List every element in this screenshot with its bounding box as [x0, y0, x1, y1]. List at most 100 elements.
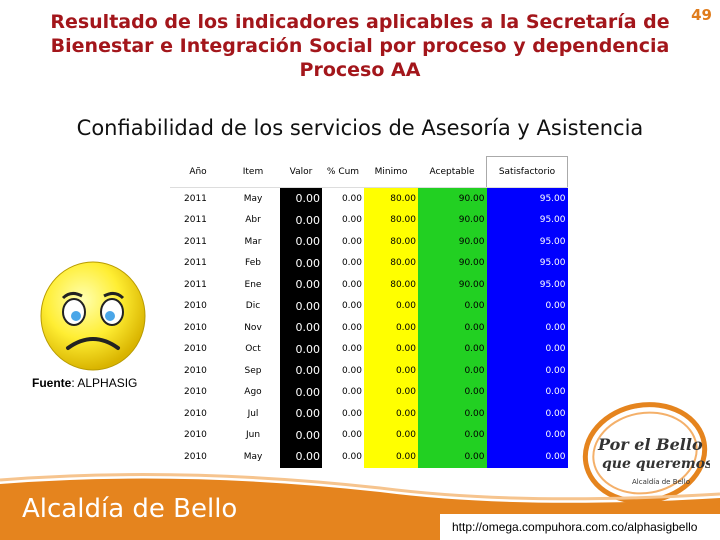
- cell-cum: 0.00: [322, 446, 364, 468]
- cell-year: 2010: [184, 408, 207, 419]
- cell-aceptable: 0.00: [418, 446, 487, 468]
- table-row: 2011 Abr 0.00 0.00 80.00 90.00 95.00: [170, 209, 568, 231]
- cell-year: 2010: [184, 344, 207, 355]
- title-line-2: Bienestar e Integración Social por proce…: [50, 35, 670, 57]
- header-cum: % Cum: [322, 156, 364, 188]
- cell-aceptable: 0.00: [418, 424, 487, 446]
- cell-minimo: 0.00: [364, 403, 418, 425]
- cell-minimo: 80.00: [364, 209, 418, 231]
- cell-satisfactorio: 0.00: [486, 338, 568, 360]
- sad-face-icon: [40, 261, 146, 371]
- table-row: 2011 Mar 0.00 0.00 80.00 90.00 95.00: [170, 231, 568, 253]
- cell-valor: 0.00: [280, 231, 322, 253]
- footer-url[interactable]: http://omega.compuhora.com.co/alphasigbe…: [452, 520, 698, 534]
- cell-item: Feb: [245, 258, 261, 269]
- cell-cum: 0.00: [322, 381, 364, 403]
- cell-valor: 0.00: [280, 274, 322, 296]
- header-year: Año: [170, 156, 226, 188]
- cell-minimo: 0.00: [364, 317, 418, 339]
- cell-aceptable: 0.00: [418, 338, 487, 360]
- cell-year: 2011: [184, 258, 207, 269]
- header-satisfactorio: Satisfactorio: [486, 156, 568, 188]
- indicator-table: Año Item Valor % Cum Minimo Aceptable Sa…: [170, 156, 568, 468]
- footer-brand: Alcaldía de Bello: [22, 494, 238, 524]
- table-row: 2011 Ene 0.00 0.00 80.00 90.00 95.00: [170, 274, 568, 296]
- cell-satisfactorio: 95.00: [486, 274, 568, 296]
- cell-aceptable: 0.00: [418, 295, 487, 317]
- cell-cum: 0.00: [322, 403, 364, 425]
- cell-valor: 0.00: [280, 381, 322, 403]
- table-row: 2010 Oct 0.00 0.00 0.00 0.00 0.00: [170, 338, 568, 360]
- cell-minimo: 0.00: [364, 295, 418, 317]
- cell-aceptable: 0.00: [418, 317, 487, 339]
- cell-satisfactorio: 0.00: [486, 381, 568, 403]
- cell-item: Abr: [245, 215, 261, 226]
- cell-minimo: 80.00: [364, 187, 418, 210]
- cell-valor: 0.00: [280, 209, 322, 231]
- cell-minimo: 80.00: [364, 231, 418, 253]
- cell-valor: 0.00: [280, 403, 322, 425]
- cell-item: Oct: [245, 344, 261, 355]
- cell-year: 2010: [184, 365, 207, 376]
- cell-minimo: 0.00: [364, 446, 418, 468]
- cell-cum: 0.00: [322, 317, 364, 339]
- slide-title: Resultado de los indicadores aplicables …: [40, 10, 680, 82]
- cell-valor: 0.00: [280, 424, 322, 446]
- cell-item: Sep: [244, 365, 262, 376]
- cell-valor: 0.00: [280, 338, 322, 360]
- cell-valor: 0.00: [280, 295, 322, 317]
- cell-item: Jun: [245, 430, 261, 441]
- table-row: 2010 May 0.00 0.00 0.00 0.00 0.00: [170, 446, 568, 468]
- table-row: 2010 Sep 0.00 0.00 0.00 0.00 0.00: [170, 360, 568, 382]
- cell-year: 2010: [184, 451, 207, 462]
- cell-satisfactorio: 95.00: [486, 209, 568, 231]
- cell-cum: 0.00: [322, 360, 364, 382]
- cell-aceptable: 90.00: [418, 274, 487, 296]
- table-row: 2010 Jun 0.00 0.00 0.00 0.00 0.00: [170, 424, 568, 446]
- header-valor: Valor: [280, 156, 322, 188]
- cell-year: 2010: [184, 301, 207, 312]
- logo-line-1: Por el Bello: [597, 435, 703, 454]
- cell-year: 2011: [184, 215, 207, 226]
- cell-cum: 0.00: [322, 338, 364, 360]
- logo-por-el-bello: Por el Bello que queremos Alcaldía de Be…: [582, 402, 710, 504]
- cell-cum: 0.00: [322, 274, 364, 296]
- cell-minimo: 0.00: [364, 381, 418, 403]
- cell-item: Nov: [244, 322, 262, 333]
- cell-year: 2010: [184, 387, 207, 398]
- cell-valor: 0.00: [280, 252, 322, 274]
- cell-satisfactorio: 0.00: [486, 295, 568, 317]
- cell-minimo: 0.00: [364, 424, 418, 446]
- logo-line-3: Alcaldía de Bello: [632, 478, 690, 486]
- cell-satisfactorio: 95.00: [486, 231, 568, 253]
- cell-cum: 0.00: [322, 209, 364, 231]
- cell-valor: 0.00: [280, 360, 322, 382]
- table-row: 2010 Ago 0.00 0.00 0.00 0.00 0.00: [170, 381, 568, 403]
- cell-aceptable: 90.00: [418, 231, 487, 253]
- cell-cum: 0.00: [322, 231, 364, 253]
- cell-satisfactorio: 0.00: [486, 360, 568, 382]
- cell-valor: 0.00: [280, 446, 322, 468]
- cell-satisfactorio: 0.00: [486, 317, 568, 339]
- cell-satisfactorio: 95.00: [486, 252, 568, 274]
- source-value: : ALPHASIG: [71, 376, 138, 390]
- cell-aceptable: 0.00: [418, 403, 487, 425]
- title-line-3: Proceso AA: [299, 59, 421, 81]
- cell-item: Dic: [245, 301, 261, 312]
- cell-satisfactorio: 95.00: [486, 187, 568, 210]
- cell-satisfactorio: 0.00: [486, 424, 568, 446]
- title-line-1: Resultado de los indicadores aplicables …: [50, 11, 670, 33]
- cell-year: 2011: [184, 279, 207, 290]
- cell-year: 2011: [184, 193, 207, 204]
- page-number: 49: [691, 6, 712, 24]
- source-label: Fuente: [32, 376, 72, 390]
- cell-cum: 0.00: [322, 295, 364, 317]
- cell-aceptable: 0.00: [418, 381, 487, 403]
- cell-aceptable: 0.00: [418, 360, 487, 382]
- cell-item: Mar: [244, 236, 262, 247]
- header-minimo: Minimo: [364, 156, 418, 188]
- cell-year: 2010: [184, 322, 207, 333]
- cell-year: 2011: [184, 236, 207, 247]
- table-row: 2010 Dic 0.00 0.00 0.00 0.00 0.00: [170, 295, 568, 317]
- cell-cum: 0.00: [322, 187, 364, 210]
